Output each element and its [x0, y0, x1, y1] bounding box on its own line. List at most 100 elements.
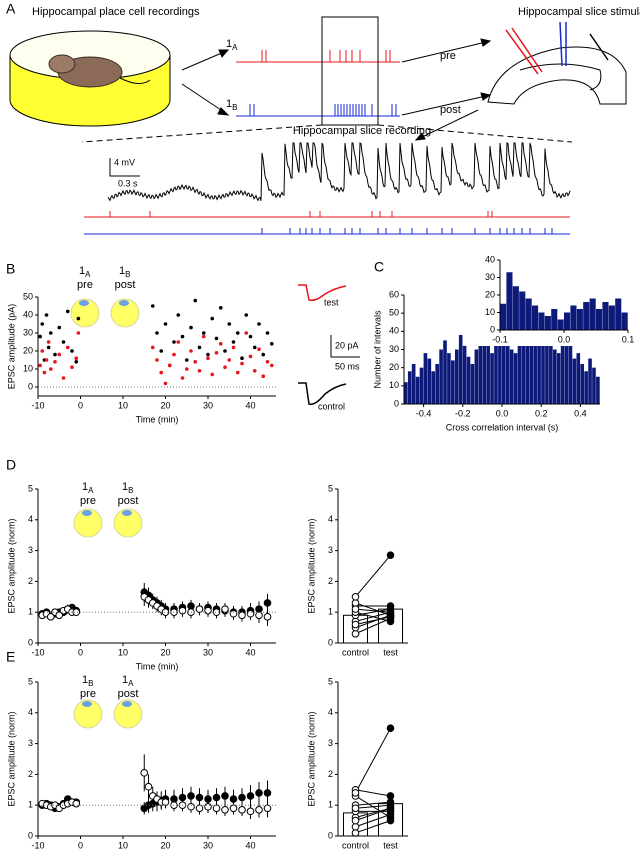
pair-line	[355, 614, 391, 629]
bar	[500, 303, 507, 330]
point	[252, 345, 257, 350]
point	[163, 381, 168, 386]
bar	[564, 331, 569, 404]
zoom-line	[81, 124, 323, 143]
bar	[451, 360, 455, 404]
point	[263, 789, 272, 797]
pre-label: pre	[440, 50, 456, 62]
point	[227, 322, 232, 326]
bar	[552, 349, 557, 404]
point	[140, 769, 149, 777]
bar	[541, 313, 545, 404]
y-tick-label: 40	[23, 309, 33, 319]
icon-role: post	[118, 688, 139, 700]
point	[269, 342, 274, 346]
point	[155, 331, 159, 335]
x-tick-label: 0.2	[535, 408, 548, 418]
bar	[427, 358, 432, 404]
bar	[443, 340, 447, 404]
y-tick-label: 0	[328, 830, 333, 840]
point	[386, 613, 395, 621]
pair-line	[355, 789, 391, 797]
point	[265, 331, 270, 335]
point	[386, 551, 395, 560]
pair-line	[355, 727, 391, 794]
y-tick-label: 30	[389, 344, 399, 354]
cell: 1	[79, 265, 85, 277]
y-tick-label: 30	[23, 327, 33, 337]
y-tick-label: 50	[389, 308, 399, 318]
bar	[502, 309, 506, 404]
point	[201, 334, 206, 339]
slice-layer	[519, 63, 602, 91]
point	[195, 793, 204, 802]
bar	[513, 353, 518, 404]
point	[351, 599, 360, 607]
icon-role: post	[118, 495, 139, 507]
trace-label: test	[324, 297, 339, 307]
point	[195, 605, 204, 613]
panel-label: E	[6, 649, 15, 665]
x-tick-label: 10	[118, 840, 128, 850]
point	[44, 313, 49, 317]
point	[240, 356, 244, 361]
post-label: post	[440, 104, 461, 116]
pair-line	[355, 804, 391, 809]
point	[189, 349, 193, 353]
bar	[551, 309, 558, 330]
y-tick-label: 0	[28, 381, 33, 391]
point	[163, 322, 168, 326]
point	[351, 829, 360, 837]
point	[65, 345, 70, 350]
point	[218, 342, 223, 346]
pair-line	[355, 602, 391, 616]
point	[187, 792, 195, 800]
x-tick-label: 40	[245, 400, 255, 410]
point	[197, 345, 202, 350]
point	[189, 325, 193, 330]
bar	[557, 319, 564, 330]
bar	[621, 312, 628, 330]
point	[61, 340, 66, 344]
bar	[415, 376, 420, 404]
point	[206, 352, 210, 357]
bar	[580, 364, 585, 404]
title: Hippocampal slice recording	[293, 125, 431, 137]
point	[72, 799, 81, 808]
point	[193, 360, 198, 364]
point	[351, 620, 360, 629]
cell-sub: B	[128, 486, 133, 495]
point	[172, 340, 176, 344]
x-tick-label: control	[342, 840, 369, 850]
point	[255, 611, 263, 620]
electrode	[589, 33, 609, 61]
point	[76, 316, 81, 321]
point	[261, 374, 266, 379]
arrows	[181, 38, 492, 141]
pair-line	[355, 554, 391, 598]
point	[252, 369, 257, 373]
panel-label: D	[6, 457, 16, 473]
icon-mouse	[122, 701, 132, 707]
bar	[538, 312, 545, 330]
point	[176, 313, 181, 317]
point	[231, 340, 236, 344]
y-axis-title: EPSC amplitude (norm)	[6, 518, 16, 613]
point	[53, 360, 57, 364]
bar	[466, 356, 471, 404]
bar	[435, 364, 439, 404]
point	[46, 613, 55, 621]
point	[221, 792, 229, 800]
point	[57, 325, 62, 330]
bar	[506, 272, 513, 330]
cell-sub: A	[232, 43, 238, 52]
y-tick-label: 0	[28, 830, 33, 840]
bar	[404, 382, 408, 404]
point	[269, 363, 274, 368]
point	[229, 804, 238, 813]
point	[76, 331, 81, 335]
point	[144, 782, 153, 791]
y-tick-label: 1	[328, 800, 333, 810]
y-tick-label: 50	[23, 291, 33, 301]
point	[210, 372, 215, 377]
